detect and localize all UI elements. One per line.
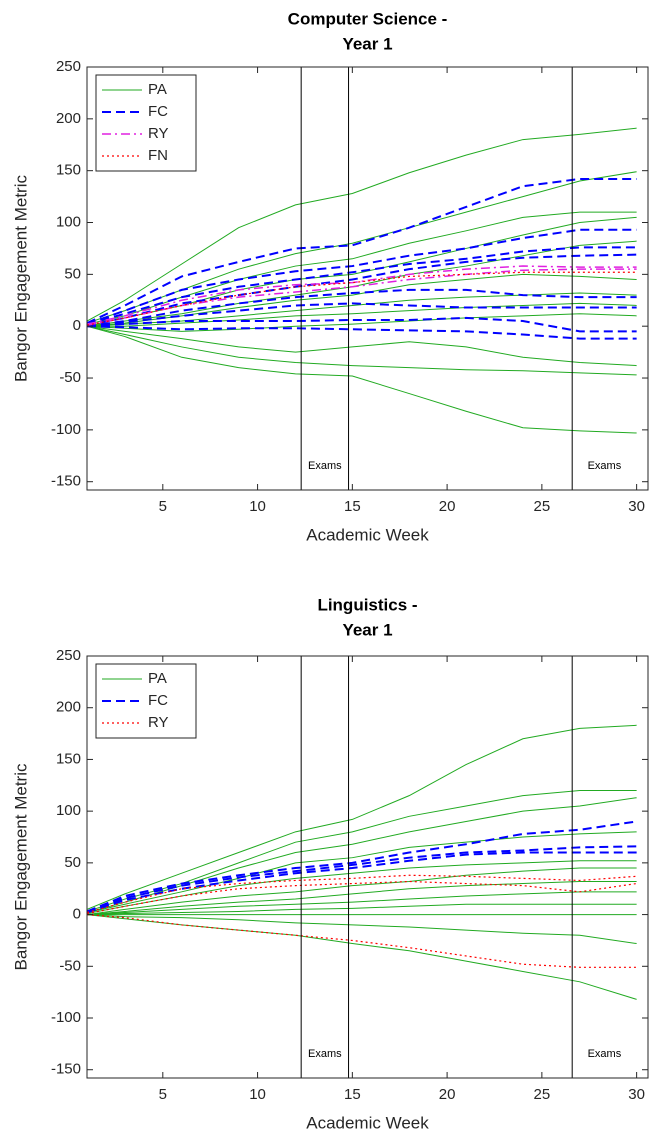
annotation: Exams	[308, 1048, 342, 1060]
x-tick-label: 10	[249, 1086, 266, 1103]
data-line	[87, 302, 637, 328]
data-line	[87, 797, 637, 913]
y-axis-label: Bangor Engagement Metric	[11, 175, 30, 382]
legend-box	[95, 663, 197, 739]
x-tick-label: 15	[344, 498, 361, 515]
x-tick-label: 30	[628, 498, 645, 515]
data-line	[87, 845, 637, 913]
y-tick-label: 0	[73, 906, 81, 923]
data-line	[87, 302, 637, 327]
chart-title: Computer Science -	[288, 9, 448, 28]
data-line	[87, 325, 637, 376]
data-line	[87, 228, 637, 326]
x-tick-label: 30	[628, 1086, 645, 1103]
data-line	[87, 316, 637, 333]
x-tick-label: 20	[439, 498, 456, 515]
data-line	[87, 820, 637, 913]
data-line	[87, 127, 637, 322]
data-line	[87, 851, 637, 914]
y-tick-label: 150	[56, 162, 81, 179]
chart-title: Linguistics -	[317, 595, 417, 614]
data-line	[87, 860, 637, 915]
data-line	[87, 171, 637, 324]
legend-label: FC	[148, 692, 168, 709]
plot-area	[87, 724, 637, 1000]
x-axis-label: Academic Week	[306, 525, 429, 544]
x-tick-label: 25	[534, 1086, 551, 1103]
data-line	[87, 288, 637, 328]
y-tick-label: 100	[56, 213, 81, 230]
data-line	[87, 724, 637, 910]
data-line	[87, 268, 637, 326]
data-line	[87, 292, 637, 327]
legend-label: FC	[148, 103, 168, 120]
axes-frame	[86, 655, 649, 1079]
x-tick-label: 25	[534, 498, 551, 515]
y-tick-label: 150	[56, 750, 81, 767]
data-line	[87, 831, 637, 913]
axes-frame	[86, 66, 649, 491]
data-line	[87, 914, 637, 1000]
data-line	[87, 313, 637, 332]
y-tick-label: 200	[56, 699, 81, 716]
annotation: Exams	[588, 1048, 622, 1060]
data-line	[87, 246, 637, 326]
x-tick-label: 10	[249, 498, 266, 515]
data-line	[87, 253, 637, 327]
y-tick-label: -50	[59, 957, 81, 974]
plot-area	[87, 127, 637, 434]
legend-label: RY	[148, 125, 169, 142]
y-tick-label: -100	[51, 421, 81, 438]
data-line	[87, 325, 637, 340]
chart-title: Year 1	[342, 34, 392, 53]
data-line	[87, 177, 637, 324]
y-tick-label: 50	[64, 854, 81, 871]
x-tick-label: 20	[439, 1086, 456, 1103]
y-tick-label: 100	[56, 802, 81, 819]
chart-title: Year 1	[342, 620, 392, 639]
data-line	[87, 880, 637, 916]
y-tick-label: 250	[56, 647, 81, 664]
x-axis-label: Academic Week	[306, 1113, 429, 1132]
data-line	[87, 914, 637, 945]
data-line	[87, 325, 637, 367]
y-tick-label: 200	[56, 110, 81, 127]
data-line	[87, 903, 637, 916]
legend-box	[95, 74, 197, 172]
x-tick-label: 5	[159, 1086, 167, 1103]
annotation: Exams	[308, 460, 342, 472]
annotation: Exams	[588, 460, 622, 472]
legend-label: RY	[148, 714, 169, 731]
data-line	[87, 913, 637, 968]
y-tick-label: -150	[51, 1061, 81, 1078]
data-line	[87, 325, 637, 434]
y-tick-label: 250	[56, 58, 81, 75]
y-tick-label: -50	[59, 369, 81, 386]
y-tick-label: 0	[73, 317, 81, 334]
x-tick-label: 5	[159, 498, 167, 515]
data-line	[87, 265, 637, 325]
y-axis-label: Bangor Engagement Metric	[11, 763, 30, 970]
x-tick-label: 15	[344, 1086, 361, 1103]
legend-label: PA	[148, 81, 167, 98]
data-line	[87, 867, 637, 916]
y-tick-label: -100	[51, 1009, 81, 1026]
data-line	[87, 789, 637, 912]
legend-label: PA	[148, 670, 167, 687]
legend-label: FN	[148, 147, 168, 164]
y-tick-label: -150	[51, 473, 81, 490]
data-line	[87, 891, 637, 916]
y-tick-label: 50	[64, 265, 81, 282]
